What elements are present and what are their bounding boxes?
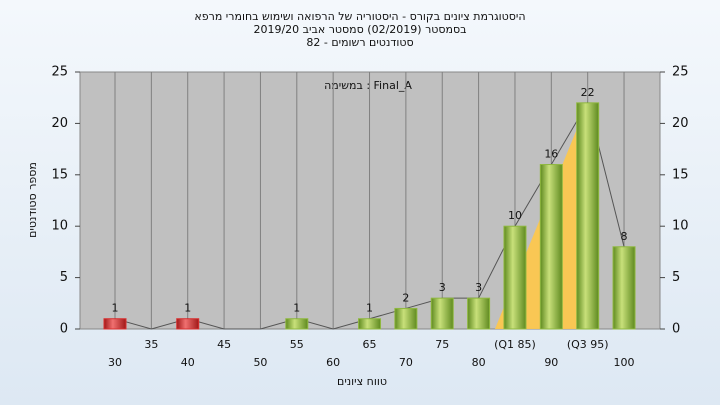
value-label: 3 (439, 281, 446, 294)
x-tick-label: 45 (217, 338, 231, 351)
y-tick-label: 15 (51, 167, 68, 182)
y-tick-label: 5 (60, 270, 68, 285)
x-tick-label: 90 (544, 356, 558, 369)
bar (539, 164, 563, 330)
x-tick-label: 80 (472, 356, 486, 369)
x-tick-label: 70 (399, 356, 413, 369)
bar (103, 318, 127, 330)
chart-subtitle: בסמסטר (02/2019) סמסטר אביב 2019/20 (253, 23, 466, 36)
bar (503, 225, 527, 330)
value-label: 3 (475, 281, 482, 294)
bar (358, 318, 382, 330)
bar (176, 318, 200, 330)
y2-tick-label: 25 (672, 65, 689, 80)
value-label: 1 (366, 302, 373, 315)
value-label: 16 (544, 148, 558, 161)
x-tick-label: 30 (108, 356, 122, 369)
x-tick-label: 65 (363, 338, 377, 351)
y2-tick-label: 15 (672, 167, 689, 182)
chart-title: היסטוגרמת ציונים בקורס - היסטוריה של הרפ… (194, 10, 525, 23)
y-tick-label: 25 (51, 65, 68, 80)
value-label: 10 (508, 209, 522, 222)
annotation: במשימה : Final_A (324, 79, 412, 92)
y2-tick-label: 5 (672, 270, 680, 285)
x-tick-label: 40 (181, 356, 195, 369)
bar (394, 307, 418, 330)
value-label: 8 (621, 230, 628, 243)
value-label: 1 (293, 302, 300, 315)
y2-tick-label: 0 (672, 322, 680, 337)
value-label: 2 (402, 291, 409, 304)
x-tick-label: 75 (435, 338, 449, 351)
x-tick-label: 100 (614, 356, 635, 369)
bar (576, 102, 600, 330)
y2-tick-label: 10 (672, 219, 689, 234)
x-tick-label: 60 (326, 356, 340, 369)
value-label: 1 (112, 302, 119, 315)
y-tick-label: 10 (51, 219, 68, 234)
x-tick-label: (Q1 85) (494, 338, 536, 351)
chart-subtitle: סטודנטים רשומים - 82 (306, 36, 413, 49)
y-tick-label: 20 (51, 116, 68, 131)
x-tick-label: 55 (290, 338, 304, 351)
x-tick-label: 35 (144, 338, 158, 351)
value-label: 22 (581, 86, 595, 99)
value-label: 1 (184, 302, 191, 315)
bar (430, 297, 454, 330)
bar (612, 246, 636, 330)
x-tick-label: 50 (253, 356, 267, 369)
y2-tick-label: 20 (672, 116, 689, 131)
y-tick-label: 0 (60, 322, 68, 337)
y-axis-label: מספר סטודנטים (26, 162, 39, 238)
bar (285, 318, 309, 330)
bar (467, 297, 491, 330)
x-axis-label: טווח ציונים (337, 375, 387, 388)
x-tick-label: (Q3 95) (567, 338, 609, 351)
